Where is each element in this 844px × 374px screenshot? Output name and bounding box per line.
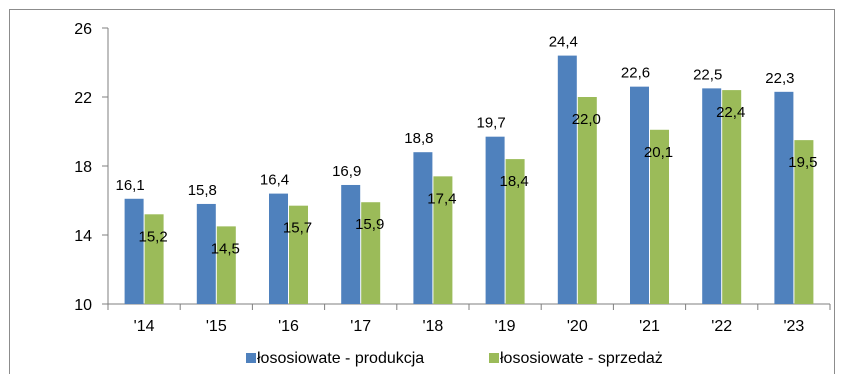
data-label: 15,7 [283, 220, 312, 237]
bar-produkcja [269, 193, 288, 304]
data-label: 22,0 [572, 111, 601, 128]
bar-produkcja [630, 86, 649, 305]
bar-sprzedaz [505, 159, 525, 304]
bar-produkcja [485, 136, 505, 304]
data-label: 16,4 [260, 172, 289, 189]
data-labels: 16,1 15,2 15,8 14,5 16,4 15,7 16,9 15,9 18,8 17,4… [115, 34, 817, 258]
bar-produkcja [774, 91, 794, 304]
data-label: 16,1 [115, 177, 144, 194]
x-tick-label: '23 [783, 318, 804, 335]
bar-produkcja [341, 184, 361, 304]
x-tick-label: '16 [278, 318, 299, 335]
data-label: 22,3 [765, 70, 794, 87]
bar-sprzedaz [577, 97, 597, 304]
data-label: 19,5 [788, 154, 817, 171]
bar-sprzedaz [144, 214, 164, 304]
data-label: 16,9 [332, 163, 361, 180]
data-label: 14,5 [211, 240, 240, 257]
bar-produkcja [196, 203, 216, 304]
x-tick-label: '22 [711, 318, 732, 335]
bar-sprzedaz [361, 202, 381, 304]
legend-swatch [246, 353, 256, 363]
legend: łososiowate - produkcja łososiowate - spr… [246, 350, 663, 367]
bar-produkcja [702, 88, 722, 304]
data-label: 17,4 [427, 190, 456, 207]
data-label: 20,1 [644, 144, 673, 161]
x-tick-label: '17 [350, 318, 371, 335]
data-label: 24,4 [549, 34, 578, 51]
y-tick-label: 10 [74, 297, 92, 314]
y-tick-label: 22 [74, 90, 92, 107]
y-tick-label: 14 [74, 228, 92, 245]
data-label: 15,9 [355, 216, 384, 233]
data-label: 18,4 [499, 173, 528, 190]
bars [124, 55, 814, 305]
x-tick-label: '18 [422, 318, 443, 335]
x-tick-label: '14 [134, 318, 155, 335]
bar-sprzedaz [650, 129, 669, 304]
x-tick-label: '19 [495, 318, 516, 335]
bar-sprzedaz [794, 140, 814, 304]
legend-label: łososiowate - sprzedaż [500, 350, 663, 367]
data-label: 15,2 [138, 228, 167, 245]
data-label: 22,4 [716, 104, 745, 121]
y-tick-label: 26 [74, 21, 92, 38]
legend-item: łososiowate - sprzedaż [489, 350, 663, 367]
legend-item: łososiowate - produkcja [246, 350, 424, 367]
bar-sprzedaz [433, 176, 453, 304]
bar-produkcja [413, 152, 433, 304]
x-tick-label: '15 [206, 318, 227, 335]
bar-sprzedaz [722, 90, 742, 304]
data-label: 15,8 [188, 182, 217, 199]
legend-label: łososiowate - produkcja [257, 350, 424, 367]
y-tick-label: 18 [74, 159, 92, 176]
data-label: 19,7 [476, 115, 505, 132]
x-tick-label: '21 [639, 318, 660, 335]
data-label: 22,5 [693, 66, 722, 83]
bar-produkcja [124, 198, 144, 304]
bar-sprzedaz [216, 226, 236, 304]
x-tick-label: '20 [567, 318, 588, 335]
bar-produkcja [557, 55, 577, 304]
chart-frame [9, 9, 835, 374]
bar-sprzedaz [289, 205, 308, 304]
data-label: 18,8 [404, 130, 433, 147]
legend-swatch [489, 353, 499, 363]
data-label: 22,6 [621, 65, 650, 82]
